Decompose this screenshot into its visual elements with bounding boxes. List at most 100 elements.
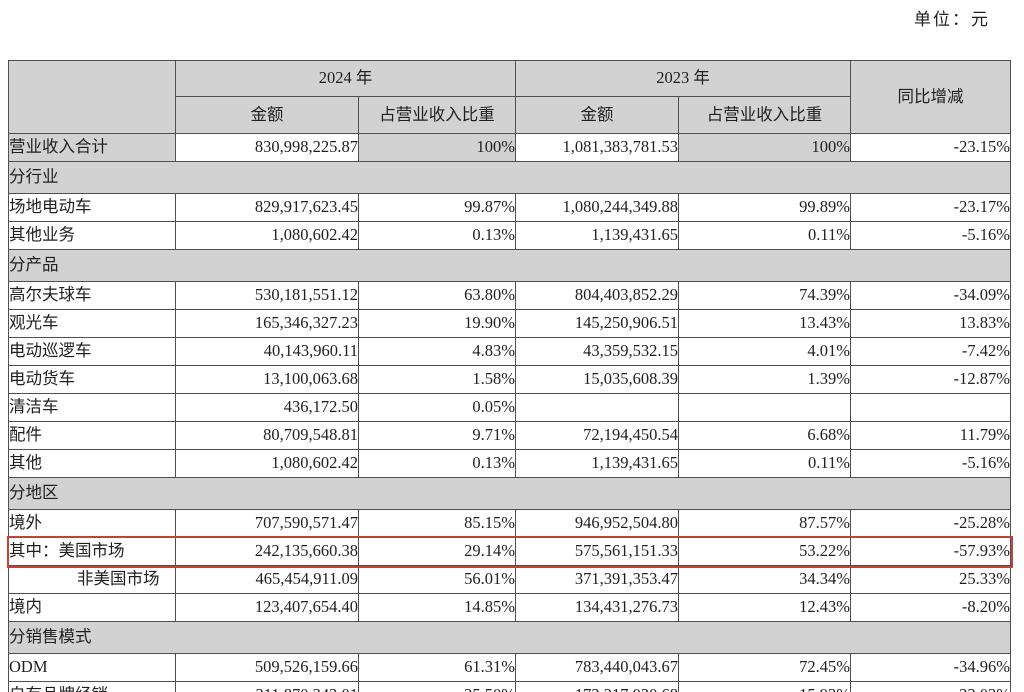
cell-yoy: -12.87%	[850, 365, 1011, 394]
unit-label: 单位：元	[914, 10, 990, 29]
cell-amount-2024: 509,526,159.66	[175, 653, 359, 682]
cell-amount-2023: 804,403,852.29	[515, 281, 679, 310]
cell-ratio-2024: 0.13%	[358, 221, 516, 250]
cell-ratio-2024: 99.87%	[358, 193, 516, 222]
row-label: 场地电动车	[8, 193, 176, 222]
cell-amount-2024: 242,135,660.38	[175, 537, 359, 566]
cell-amount-2023: 145,250,906.51	[515, 309, 679, 338]
row-label: 其他业务	[8, 221, 176, 250]
cell-amount-2023: 134,431,276.73	[515, 593, 679, 622]
cell-ratio-2023	[678, 393, 851, 422]
header-empty-cell	[8, 60, 176, 134]
cell-amount-2024: 80,709,548.81	[175, 421, 359, 450]
row-label: 配件	[8, 421, 176, 450]
header-row-years: 2024 年 2023 年 同比增减	[8, 60, 1011, 134]
cell-ratio-2023: 100%	[678, 133, 851, 162]
cell-amount-2024: 436,172.50	[175, 393, 359, 422]
cell-amount-2024: 829,917,623.45	[175, 193, 359, 222]
table-row: 清洁车 436,172.50 0.05%	[8, 393, 1011, 422]
cell-ratio-2024: 56.01%	[358, 565, 516, 594]
cell-ratio-2023: 74.39%	[678, 281, 851, 310]
table-row: 非美国市场 465,454,911.09 56.01% 371,391,353.47 3…	[8, 565, 1011, 594]
cell-ratio-2024: 4.83%	[358, 337, 516, 366]
section-row: 分行业	[8, 161, 1011, 194]
cell-yoy: -57.93%	[850, 537, 1011, 566]
table-row: 高尔夫球车 530,181,551.12 63.80% 804,403,852.29 7…	[8, 281, 1011, 310]
table-body: 营业收入合计 830,998,225.87 100% 1,081,383,781.53…	[6, 133, 1013, 692]
cell-ratio-2023: 12.43%	[678, 593, 851, 622]
row-label: 境内	[8, 593, 176, 622]
header-amount-2023: 金额	[515, 96, 679, 134]
cell-amount-2023: 371,391,353.47	[515, 565, 679, 594]
table-row: 营业收入合计 830,998,225.87 100% 1,081,383,781.53…	[8, 133, 1011, 162]
cell-ratio-2024: 0.05%	[358, 393, 516, 422]
cell-amount-2023: 783,440,043.67	[515, 653, 679, 682]
cell-amount-2024: 40,143,960.11	[175, 337, 359, 366]
cell-amount-2023: 15,035,608.39	[515, 365, 679, 394]
cell-yoy: -23.15%	[850, 133, 1011, 162]
row-label: 其他	[8, 449, 176, 478]
row-label: ODM	[8, 653, 176, 682]
cell-amount-2024: 830,998,225.87	[175, 133, 359, 162]
row-label: 营业收入合计	[8, 133, 176, 162]
cell-amount-2023: 1,081,383,781.53	[515, 133, 679, 162]
cell-yoy: 23.03%	[850, 681, 1011, 692]
cell-ratio-2023: 72.45%	[678, 653, 851, 682]
cell-ratio-2023: 34.34%	[678, 565, 851, 594]
cell-yoy: -23.17%	[850, 193, 1011, 222]
section-label: 分销售模式	[8, 621, 1011, 654]
row-label: 自有品牌经销	[8, 681, 176, 692]
cell-amount-2024: 165,346,327.23	[175, 309, 359, 338]
header-ratio-2023: 占营业收入比重	[678, 96, 851, 134]
cell-amount-2024: 707,590,571.47	[175, 509, 359, 538]
cell-amount-2024: 465,454,911.09	[175, 565, 359, 594]
cell-amount-2023: 946,952,504.80	[515, 509, 679, 538]
header-year-2023: 2023 年	[515, 60, 851, 97]
cell-ratio-2024: 14.85%	[358, 593, 516, 622]
cell-yoy: -34.09%	[850, 281, 1011, 310]
row-label: 电动巡逻车	[8, 337, 176, 366]
cell-ratio-2024: 1.58%	[358, 365, 516, 394]
cell-amount-2023: 43,359,532.15	[515, 337, 679, 366]
cell-yoy: -5.16%	[850, 449, 1011, 478]
section-label: 分行业	[8, 161, 1011, 194]
cell-ratio-2024: 85.15%	[358, 509, 516, 538]
table-row: 电动货车 13,100,063.68 1.58% 15,035,608.39 1.39%…	[8, 365, 1011, 394]
row-label: 清洁车	[8, 393, 176, 422]
section-label: 分产品	[8, 249, 1011, 282]
cell-ratio-2024: 100%	[358, 133, 516, 162]
section-row: 分销售模式	[8, 621, 1011, 654]
cell-ratio-2023: 0.11%	[678, 221, 851, 250]
cell-amount-2023: 1,139,431.65	[515, 449, 679, 478]
cell-amount-2024: 1,080,602.42	[175, 449, 359, 478]
cell-yoy: 11.79%	[850, 421, 1011, 450]
cell-ratio-2024: 9.71%	[358, 421, 516, 450]
cell-ratio-2023: 53.22%	[678, 537, 851, 566]
revenue-table: 2024 年 2023 年 同比增减 金额 占营业收入比重 金额 占营业收入比重…	[6, 60, 1013, 692]
section-row: 分产品	[8, 249, 1011, 282]
row-label: 境外	[8, 509, 176, 538]
cell-amount-2023: 1,080,244,349.88	[515, 193, 679, 222]
cell-amount-2023: 575,561,151.33	[515, 537, 679, 566]
cell-yoy: -34.96%	[850, 653, 1011, 682]
cell-amount-2023: 172,217,020.68	[515, 681, 679, 692]
cell-ratio-2023: 87.57%	[678, 509, 851, 538]
section-label: 分地区	[8, 477, 1011, 510]
cell-ratio-2024: 63.80%	[358, 281, 516, 310]
table-row: 境内 123,407,654.40 14.85% 134,431,276.73 12.4…	[8, 593, 1011, 622]
header-year-2024: 2024 年	[175, 60, 516, 97]
row-label: 其中：美国市场	[8, 537, 176, 566]
cell-yoy: 13.83%	[850, 309, 1011, 338]
cell-ratio-2024: 61.31%	[358, 653, 516, 682]
table-row: 配件 80,709,548.81 9.71% 72,194,450.54 6.68% 11…	[8, 421, 1011, 450]
table-row: ODM 509,526,159.66 61.31% 783,440,043.67 72.…	[8, 653, 1011, 682]
cell-ratio-2024: 19.90%	[358, 309, 516, 338]
cell-amount-2023: 1,139,431.65	[515, 221, 679, 250]
cell-yoy	[850, 393, 1011, 422]
cell-amount-2023	[515, 393, 679, 422]
cell-amount-2024: 123,407,654.40	[175, 593, 359, 622]
table-row: 自有品牌经销211,870,342.0125.50%172,217,020.68…	[8, 681, 1011, 692]
row-label: 非美国市场	[8, 565, 176, 594]
cell-yoy: 25.33%	[850, 565, 1011, 594]
cell-ratio-2023: 1.39%	[678, 365, 851, 394]
